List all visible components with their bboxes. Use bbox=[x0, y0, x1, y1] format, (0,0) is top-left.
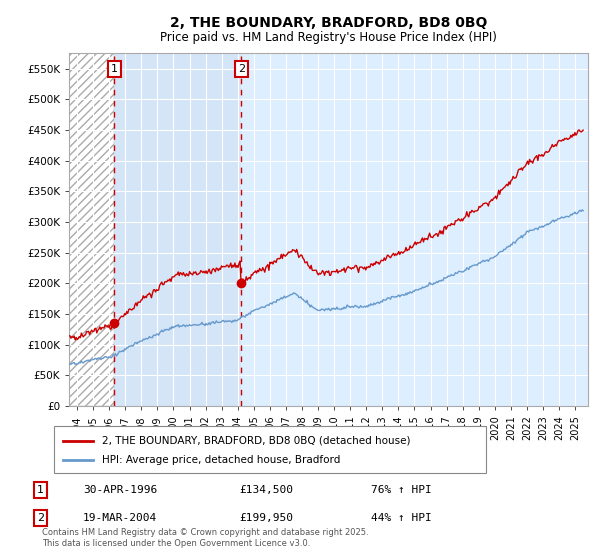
Text: 2, THE BOUNDARY, BRADFORD, BD8 0BQ (detached house): 2, THE BOUNDARY, BRADFORD, BD8 0BQ (deta… bbox=[101, 436, 410, 446]
Text: 2: 2 bbox=[238, 64, 245, 74]
Text: Contains HM Land Registry data © Crown copyright and database right 2025.
This d: Contains HM Land Registry data © Crown c… bbox=[42, 528, 368, 548]
Text: 76% ↑ HPI: 76% ↑ HPI bbox=[371, 485, 431, 495]
Text: 1: 1 bbox=[111, 64, 118, 74]
Text: £199,950: £199,950 bbox=[239, 513, 293, 523]
Text: 30-APR-1996: 30-APR-1996 bbox=[83, 485, 157, 495]
Text: 44% ↑ HPI: 44% ↑ HPI bbox=[371, 513, 431, 523]
Text: 2: 2 bbox=[37, 513, 44, 523]
FancyBboxPatch shape bbox=[54, 426, 486, 473]
Text: Price paid vs. HM Land Registry's House Price Index (HPI): Price paid vs. HM Land Registry's House … bbox=[160, 31, 497, 44]
Text: 2, THE BOUNDARY, BRADFORD, BD8 0BQ: 2, THE BOUNDARY, BRADFORD, BD8 0BQ bbox=[170, 16, 487, 30]
Text: HPI: Average price, detached house, Bradford: HPI: Average price, detached house, Brad… bbox=[101, 455, 340, 465]
Text: 19-MAR-2004: 19-MAR-2004 bbox=[83, 513, 157, 523]
Text: £134,500: £134,500 bbox=[239, 485, 293, 495]
Text: 1: 1 bbox=[37, 485, 44, 495]
